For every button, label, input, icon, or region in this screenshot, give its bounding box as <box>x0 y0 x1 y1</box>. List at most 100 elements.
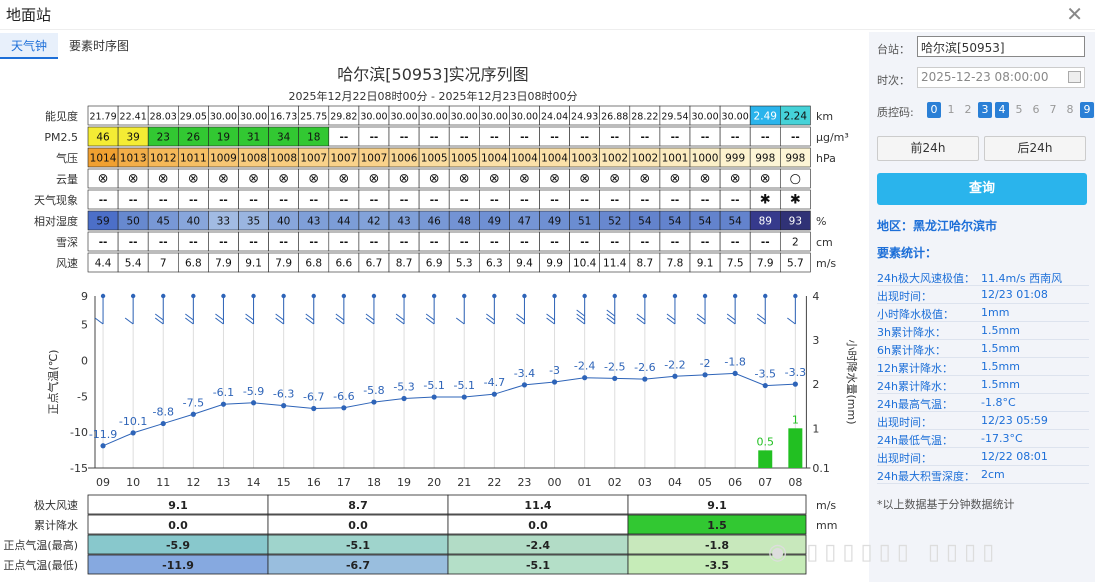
cell-value: 21.79 <box>89 112 116 123</box>
cell-value: -- <box>640 195 649 207</box>
wind-barb-flag <box>696 317 706 325</box>
cell-value: 30.00 <box>451 112 478 123</box>
cell-value: 9.1 <box>245 258 262 270</box>
qc-code-0[interactable]: 0 <box>927 102 941 118</box>
x-tick-label: 03 <box>638 476 652 489</box>
summary-value: -1.8 <box>705 539 729 552</box>
cell-value: -- <box>610 195 619 207</box>
cell-value: -- <box>430 132 439 144</box>
precip-bar <box>788 428 803 468</box>
stat-key: 出现时间： <box>877 416 932 429</box>
row-label: 天气现象 <box>34 193 78 207</box>
x-tick-label: 07 <box>758 476 772 489</box>
cell-value: 30.00 <box>722 112 749 123</box>
query-button[interactable]: 查询 <box>877 173 1087 205</box>
qc-code-4[interactable]: 4 <box>995 102 1009 118</box>
y-right-axis-label: 小时降水量(mm) <box>845 339 859 424</box>
cell-value: -- <box>430 237 439 249</box>
stat-key: 24h最高气温： <box>877 398 953 411</box>
qc-code-9[interactable]: 9 <box>1080 102 1094 118</box>
stat-key: 24h累计降水： <box>877 380 953 393</box>
cell-value: 54 <box>698 216 712 228</box>
precip-label: 1 <box>792 413 799 426</box>
y-left-tick-label: -15 <box>70 462 88 475</box>
prev-24h-button[interactable]: 前24h <box>877 136 979 161</box>
wind-barb-dot <box>431 293 437 299</box>
stat-value: 1.5mm <box>981 342 1020 355</box>
wind-barb-flag <box>486 313 495 321</box>
cell-value: 48 <box>458 216 471 228</box>
cell-value: -- <box>640 132 649 144</box>
qc-code-2[interactable]: 2 <box>964 103 972 116</box>
cell-value: 46 <box>427 216 441 228</box>
wind-barb-flag <box>726 313 736 321</box>
chart-subtitle: 2025年12月22日08时00分 - 2025年12月23日08时00分 <box>289 89 578 103</box>
qc-code-8[interactable]: 8 <box>1066 103 1074 116</box>
cell-value: 998 <box>755 153 775 165</box>
y-left-tick-label: 5 <box>81 319 88 332</box>
cell-value: 1013 <box>120 153 147 165</box>
qc-code-6[interactable]: 6 <box>1032 103 1040 116</box>
cell-value: -- <box>731 237 740 249</box>
stat-key: 6h累计降水： <box>877 344 946 357</box>
cell-value: -- <box>339 237 348 249</box>
tab-weather-clock[interactable]: 天气钟 <box>0 33 58 59</box>
cell-value: -- <box>640 237 649 249</box>
wind-barb-dot <box>401 293 407 299</box>
y-left-axis-label: 正点气温(℃) <box>46 350 60 415</box>
cell-value: -- <box>550 132 559 144</box>
wind-barb-dot <box>763 293 768 299</box>
cell-value: 7 <box>160 258 167 270</box>
temperature-label: -2.4 <box>574 360 595 373</box>
cell-value: 5.4 <box>125 258 142 270</box>
cell-value: 54 <box>638 216 652 228</box>
qc-code-1[interactable]: 1 <box>947 103 955 116</box>
row-label: 风速 <box>56 257 78 270</box>
x-tick-label: 16 <box>307 476 321 489</box>
cell-value: ⊗ <box>368 172 379 187</box>
qc-code-5[interactable]: 5 <box>1015 103 1023 116</box>
close-icon[interactable]: ✕ <box>1066 2 1083 26</box>
x-tick-label: 00 <box>548 476 562 489</box>
stat-item: 小时降水极值： 1mm <box>877 304 1089 322</box>
x-tick-label: 17 <box>337 476 351 489</box>
stat-item: 24h最大积雪深度： 2cm <box>877 466 1089 484</box>
cell-value: 6.8 <box>185 258 202 270</box>
cell-value: 6.8 <box>305 258 322 270</box>
summary-value: -5.9 <box>166 539 190 552</box>
summary-row-label: 极大风速 <box>34 498 78 512</box>
next-24h-button[interactable]: 后24h <box>984 136 1086 161</box>
temperature-label: -6.7 <box>303 391 324 404</box>
cell-value: 40 <box>277 216 290 228</box>
cell-value: -- <box>460 195 469 207</box>
cell-value: 8.7 <box>636 258 653 270</box>
cell-value: 7.9 <box>757 258 774 270</box>
cell-value: 5.3 <box>456 258 473 270</box>
cell-value: 7.9 <box>215 258 232 270</box>
qc-code-3[interactable]: 3 <box>978 102 992 118</box>
stat-value: 2cm <box>981 468 1005 481</box>
station-value: 哈尔滨[50953] <box>921 41 1005 55</box>
cell-value: 30.00 <box>360 112 387 123</box>
wind-barb-flag <box>395 313 405 321</box>
temperature-label: -8.8 <box>153 406 174 419</box>
window-title: 地面站 <box>6 6 52 24</box>
summary-unit: m/s <box>816 499 836 512</box>
cell-value: 1004 <box>481 153 508 165</box>
cell-value: 28.03 <box>150 112 177 123</box>
wind-barb-flag <box>666 317 676 325</box>
station-input[interactable]: 哈尔滨[50953] <box>917 36 1085 57</box>
cell-value: ⊗ <box>98 172 109 187</box>
cell-value: -- <box>309 237 318 249</box>
tab-element-timeseries[interactable]: 要素时序图 <box>69 39 130 53</box>
time-input[interactable]: 2025-12-23 08:00:00 <box>917 67 1085 88</box>
calendar-icon[interactable] <box>1068 71 1081 83</box>
wind-barb-flag <box>124 317 134 325</box>
cell-value: 29.82 <box>330 112 357 123</box>
cell-value: -- <box>610 132 619 144</box>
cell-value: 30.00 <box>390 112 417 123</box>
summary-cell <box>627 494 807 515</box>
cell-value: -- <box>731 132 740 144</box>
cell-value: -- <box>370 195 379 207</box>
qc-code-7[interactable]: 7 <box>1049 103 1057 116</box>
